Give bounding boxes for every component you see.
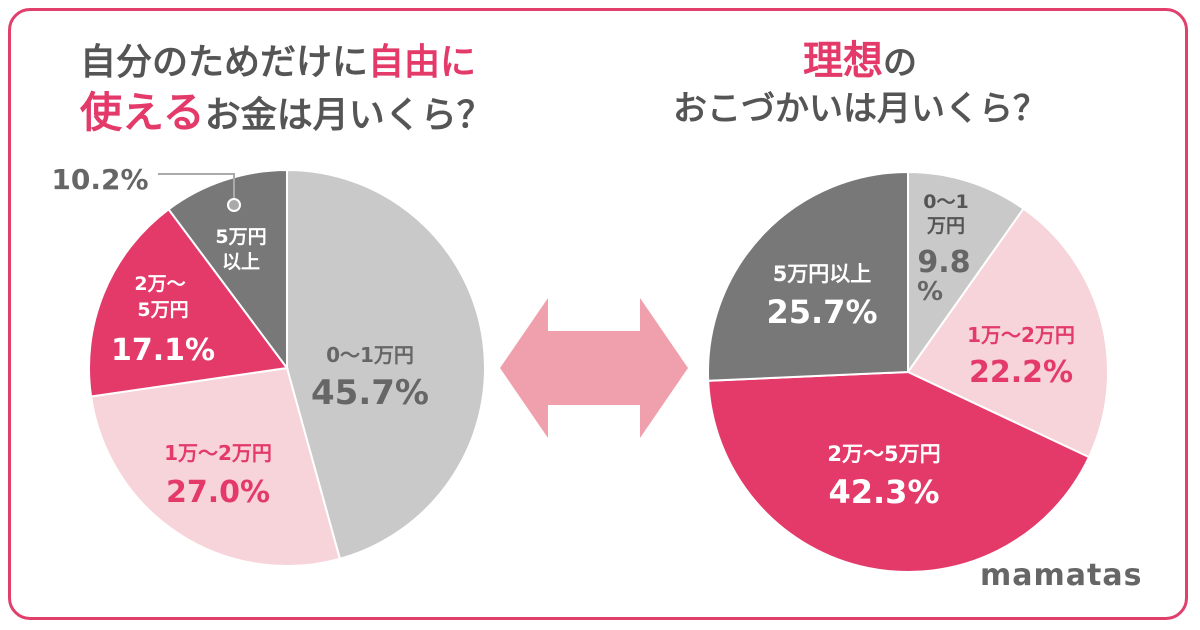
brand-logo: mamatas (980, 558, 1143, 593)
slice-label-left-3a: 5万円 (215, 226, 266, 248)
slice-label-left-2a: 2万〜 (134, 273, 185, 295)
right-title-text: の (883, 43, 917, 83)
pie-chart-current (88, 168, 486, 567)
slice-value-right-1: 22.2% (969, 355, 1073, 390)
slice-value-left-1: 27.0% (166, 475, 270, 510)
pie-slice-1-3 (707, 170, 909, 382)
left-title-highlight-2: 使える (80, 88, 205, 137)
pie-slice-0-3 (167, 168, 288, 372)
right-title-highlight: 理想 (803, 38, 883, 84)
left-title-highlight: 自由に (368, 42, 477, 83)
slice-value-left-2: 17.1% (111, 333, 215, 368)
pie-slice-1-2 (707, 370, 1091, 573)
double-arrow-icon (500, 298, 688, 438)
slice-value-left-0: 45.7% (311, 373, 429, 413)
slice-label-left-2b: 5万円 (137, 299, 188, 321)
pie-slice-1-0 (907, 170, 1025, 376)
left-chart-title: 自分のためだけに自由に 使えるお金は月いくら？ (80, 38, 493, 141)
slice-label-right-2: 2万〜5万円 (827, 442, 940, 466)
slice-value-right-0: 9.8 (917, 245, 970, 280)
card-frame (8, 8, 1188, 620)
right-chart-title: 理想の おこづかいは月いくら？ (640, 38, 1080, 132)
pie-chart-ideal (707, 170, 1109, 573)
slice-value-right-3: 25.7% (766, 293, 877, 331)
slice-value-right-2: 42.3% (828, 473, 939, 511)
slice-label-right-1: 1万〜2万円 (967, 323, 1075, 347)
left-title-text-2: お金は月いくら？ (204, 95, 493, 136)
slice-label-right-3: 5万円以上 (773, 262, 872, 286)
pie-slice-0-0 (286, 168, 486, 561)
right-title-text-2: おこづかいは月いくら？ (673, 89, 1047, 129)
slice-value-right-0-unit: % (917, 277, 943, 307)
slice-label-left-1: 1万〜2万円 (164, 441, 272, 465)
slice-label-left-0: 0〜1万円 (326, 343, 414, 367)
slice-label-right-0b: 万円 (926, 215, 965, 237)
left-title-text: 自分のためだけに (80, 42, 369, 83)
slice-label-left-3b: 以上 (222, 251, 260, 273)
slice-label-right-0a: 0〜1 (923, 191, 968, 213)
slice-value-left-3: 10.2% (51, 163, 148, 196)
pie-slice-0-2 (88, 207, 289, 398)
pie-slice-0-1 (89, 366, 342, 567)
callout-leader-line (158, 173, 241, 212)
